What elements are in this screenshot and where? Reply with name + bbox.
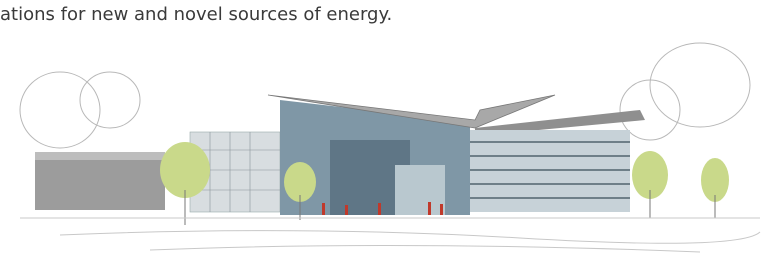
page: {"document": {"text": "ations for new an… bbox=[0, 0, 780, 260]
left-block bbox=[35, 152, 165, 210]
body-text: ations for new and novel sources of ener… bbox=[0, 4, 392, 25]
ground-lines bbox=[20, 218, 760, 252]
building-sketch bbox=[0, 40, 780, 260]
entrance bbox=[395, 165, 445, 215]
left-block-top bbox=[35, 152, 165, 160]
